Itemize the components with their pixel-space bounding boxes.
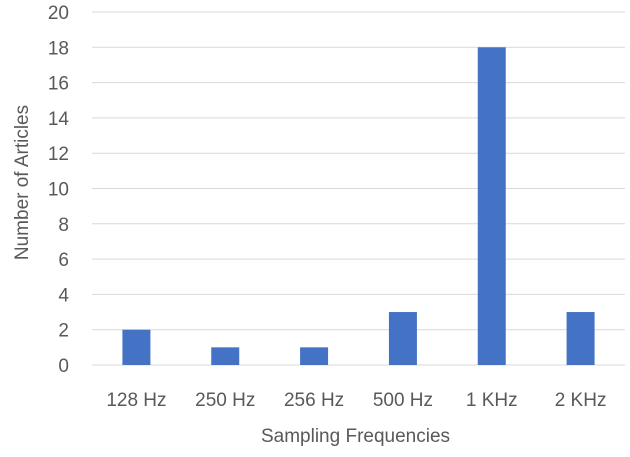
x-tick-label: 128 Hz (106, 390, 166, 411)
x-axis-ticks: 128 Hz 250 Hz 256 Hz 500 Hz 1 KHz 2 KHz (106, 390, 606, 411)
y-tick-label: 14 (48, 109, 70, 130)
bars (122, 47, 595, 366)
bar (388, 312, 417, 365)
bar (477, 47, 506, 366)
y-tick-label: 2 (58, 321, 69, 342)
x-tick-label: 256 Hz (284, 390, 344, 411)
y-tick-label: 6 (58, 250, 69, 271)
x-tick-label: 250 Hz (195, 390, 255, 411)
y-axis-title: Number of Articles (12, 105, 33, 260)
y-tick-label: 4 (58, 285, 69, 306)
y-tick-label: 20 (48, 3, 69, 24)
bar (122, 329, 151, 365)
x-axis-title: Sampling Frequencies (261, 426, 450, 447)
x-tick-label: 2 KHz (555, 390, 607, 411)
y-tick-label: 8 (58, 215, 69, 236)
bar (211, 347, 240, 365)
y-tick-label: 16 (48, 74, 69, 95)
y-tick-label: 12 (48, 144, 69, 165)
x-tick-label: 1 KHz (466, 390, 518, 411)
y-tick-label: 0 (58, 356, 69, 377)
bar (300, 347, 329, 365)
y-axis-ticks: 0 2 4 6 8 10 12 14 16 18 20 (48, 3, 70, 377)
y-tick-label: 18 (48, 38, 69, 59)
bar (566, 312, 595, 365)
gridlines (92, 11, 625, 366)
y-tick-label: 10 (48, 180, 69, 201)
x-tick-label: 500 Hz (373, 390, 433, 411)
